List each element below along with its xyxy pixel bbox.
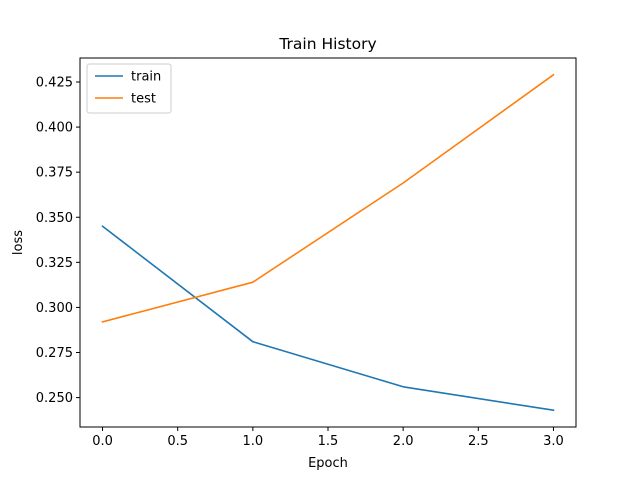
plot-area xyxy=(101,73,555,412)
x-tick-label: 0.0 xyxy=(92,434,113,449)
y-tick-label: 0.425 xyxy=(36,75,73,90)
y-tick-label: 0.400 xyxy=(36,121,73,136)
x-axis-title: Epoch xyxy=(308,456,348,471)
x-tick-label: 1.5 xyxy=(318,434,339,449)
y-tick-label: 0.375 xyxy=(36,166,73,181)
x-tick-label: 1.0 xyxy=(243,434,264,449)
x-axis: 0.0 0.5 1.0 1.5 2.0 2.5 3.0 xyxy=(92,427,564,449)
x-tick-label: 2.5 xyxy=(468,434,489,449)
y-tick-label: 0.325 xyxy=(36,256,73,271)
y-tick-label: 0.350 xyxy=(36,211,73,226)
y-axis-title: loss xyxy=(11,230,26,255)
y-axis: 0.250 0.275 0.300 0.325 0.350 0.375 0.400 0.425 xyxy=(36,75,80,406)
x-tick-label: 0.5 xyxy=(167,434,188,449)
x-tick-label: 2.0 xyxy=(393,434,414,449)
x-tick-label: 3.0 xyxy=(543,434,564,449)
y-tick-label: 0.275 xyxy=(36,346,73,361)
y-tick-label: 0.250 xyxy=(36,391,73,406)
series-line-test xyxy=(101,73,555,323)
y-tick-label: 0.300 xyxy=(36,301,73,316)
legend-label-test: test xyxy=(131,92,156,107)
legend: train test xyxy=(86,63,172,114)
legend-label-train: train xyxy=(131,70,161,85)
chart-title: Train History xyxy=(278,35,376,53)
series-line-train xyxy=(101,225,555,412)
